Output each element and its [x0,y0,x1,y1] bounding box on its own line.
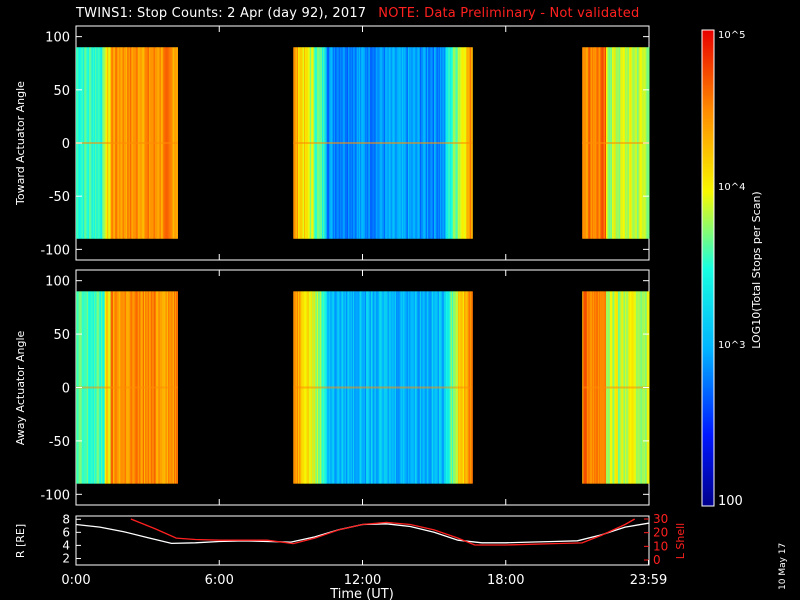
side-date: 10 May 17 [778,543,788,590]
away-ylabel: Away Actuator Angle [14,330,27,445]
chart-header: TWINS1: Stop Counts: 2 Apr (day 92), 201… [76,6,639,21]
x-tick-label: 6:00 [205,573,234,588]
x-tick-label: 12:00 [344,573,381,588]
lshell-tick-label: 20 [653,526,668,540]
preliminary-note: NOTE: Data Preliminary - Not validated [378,6,640,21]
zero-angle-band [293,142,473,144]
x-tick-label: 18:00 [487,573,524,588]
chart-title: TWINS1: Stop Counts: 2 Apr (day 92), 201… [76,6,367,21]
y-tick-label: 50 [53,84,70,99]
lshell-tick-label: 0 [653,553,661,567]
zero-angle-band [582,142,649,144]
zero-angle-band [76,142,178,144]
toward-ylabel: Toward Actuator Angle [14,81,27,206]
y-tick-label: 0 [62,137,70,152]
colorbar-tick-1e4: 10^4 [718,182,745,193]
r-tick-label: 2 [62,551,70,565]
x-tick-label: 23:59 [630,573,667,588]
r-ylabel: R [RE] [14,524,27,558]
y-tick-label: 0 [62,382,70,397]
colorbar-tick-100: 100 [718,494,743,509]
y-tick-label: 50 [53,328,70,343]
y-tick-label: -50 [49,190,70,205]
y-tick-label: -100 [40,243,70,258]
colorbar-tick-1e5: 10^5 [718,30,745,41]
zero-angle-band [582,386,649,389]
heatmap-column [177,47,178,239]
zero-angle-band [76,386,178,389]
colorbar [701,29,715,507]
heatmap-column [177,291,178,484]
y-tick-label: 100 [45,31,70,46]
x-tick-label: 0:00 [61,573,90,588]
colorbar-tick-1e3: 10^3 [718,340,745,351]
y-tick-label: -100 [40,488,70,503]
y-tick-label: -50 [49,435,70,450]
zero-angle-band [293,386,473,389]
lshell-ylabel: L Shell [674,523,687,559]
lshell-line [130,518,636,546]
y-tick-label: 100 [45,275,70,290]
r-tick-label: 4 [62,538,70,552]
colorbar-label: LOG10(Total Stops per Scan) [750,191,763,348]
r-tick-label: 8 [62,512,70,526]
r-tick-label: 6 [62,525,70,539]
lshell-tick-label: 30 [653,512,668,526]
lshell-tick-label: 10 [653,539,668,553]
x-axis-label: Time (UT) [329,587,394,600]
